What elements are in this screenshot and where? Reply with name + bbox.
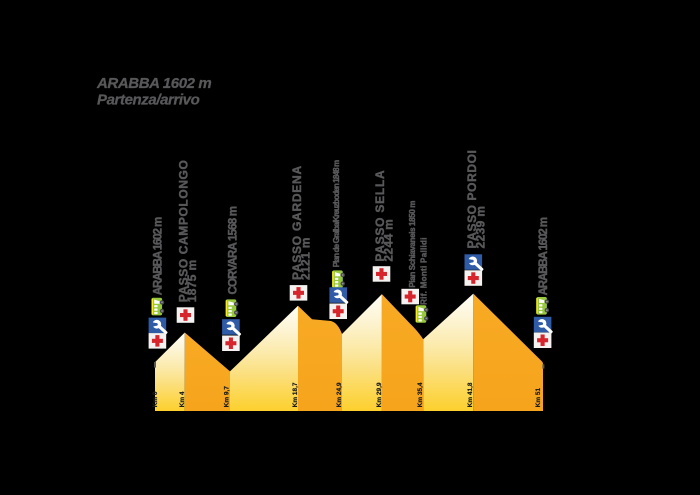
svg-text:Partenza/arrivo: Partenza/arrivo	[97, 92, 200, 109]
svg-text:Rif. Monti Pallidi: Rif. Monti Pallidi	[419, 237, 428, 305]
svg-text:1875 m: 1875 m	[185, 259, 199, 302]
svg-text:Km 9,7: Km 9,7	[223, 386, 230, 408]
svg-text:2244 m: 2244 m	[382, 219, 396, 262]
svg-text:Km 35,4: Km 35,4	[417, 382, 424, 407]
svg-text:Km 4: Km 4	[179, 391, 186, 407]
svg-text:PASSO PORDOI: PASSO PORDOI	[465, 150, 479, 249]
svg-text:Km 24,9: Km 24,9	[336, 382, 343, 407]
svg-text:PASSO SELLA: PASSO SELLA	[373, 170, 387, 262]
svg-text:Pian Schiavaneis 1850 m: Pian Schiavaneis 1850 m	[408, 201, 417, 288]
svg-text:ARABBA 1602 m: ARABBA 1602 m	[538, 217, 550, 295]
svg-text:ARABBA 1602 m: ARABBA 1602 m	[96, 75, 211, 92]
svg-text:Km 29,9: Km 29,9	[376, 382, 383, 407]
svg-text:Km 51: Km 51	[535, 388, 542, 408]
svg-text:CORVARA 1568 m: CORVARA 1568 m	[228, 206, 240, 294]
svg-text:2121 m: 2121 m	[299, 237, 313, 280]
svg-text:Plan de Gralba/Kreuzboden 1848: Plan de Gralba/Kreuzboden 1848 m	[332, 160, 341, 267]
svg-text:2239 m: 2239 m	[474, 206, 488, 249]
svg-text:PASSO GARDENA: PASSO GARDENA	[290, 165, 304, 280]
svg-text:Km 0: Km 0	[152, 391, 159, 407]
svg-text:ARABBA 1602 m: ARABBA 1602 m	[153, 217, 165, 295]
svg-text:PASSO CAMPOLONGO: PASSO CAMPOLONGO	[177, 160, 191, 303]
svg-text:Km 41,8: Km 41,8	[467, 382, 474, 407]
svg-text:Km 18,7: Km 18,7	[292, 382, 299, 407]
